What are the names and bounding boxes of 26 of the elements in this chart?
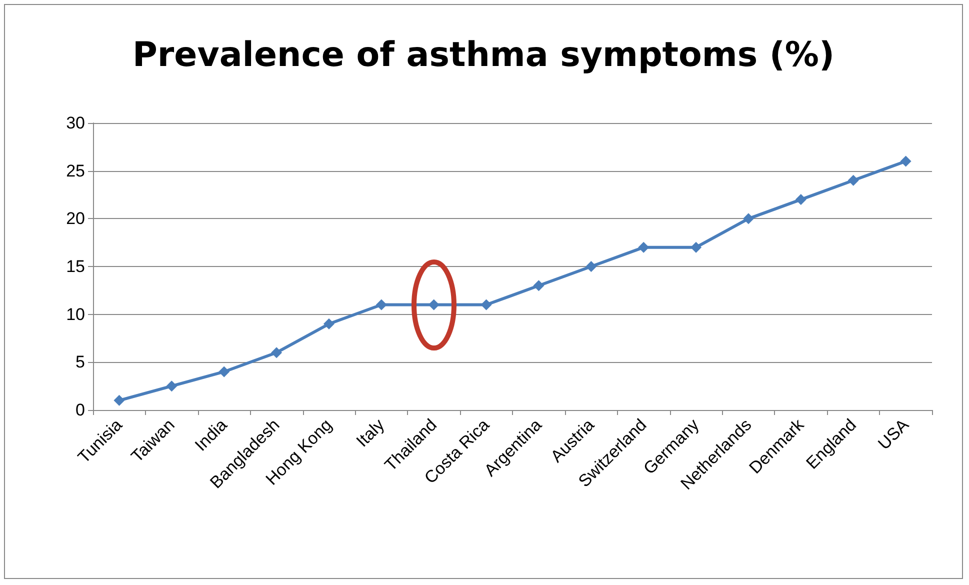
point (166, 380, 178, 392)
point (900, 156, 912, 167)
y-tick-label: 5 (76, 352, 85, 372)
point (218, 366, 230, 378)
point (114, 394, 125, 406)
y-tick-label: 25 (66, 161, 85, 180)
point (376, 299, 387, 310)
y-tick-label: 10 (66, 304, 85, 324)
point (428, 299, 440, 310)
point (480, 299, 492, 310)
point (271, 347, 282, 358)
point (323, 318, 334, 330)
point (795, 194, 806, 206)
x-tick-label: USA (874, 414, 913, 454)
y-tick-label: 0 (76, 400, 85, 420)
point (742, 213, 754, 224)
x-tick-label: Italy (352, 414, 388, 451)
point (638, 242, 650, 253)
point (848, 174, 859, 186)
point (533, 280, 544, 292)
point (586, 261, 597, 272)
y-tick-label: 30 (66, 114, 85, 132)
point (690, 242, 702, 253)
y-tick-label: 20 (66, 209, 85, 228)
y-tick-label: 15 (66, 257, 85, 276)
chart-title: Prevalence of asthma symptoms (%) (132, 35, 835, 75)
